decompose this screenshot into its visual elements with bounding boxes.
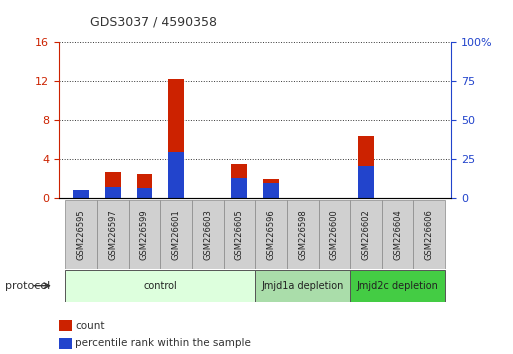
Bar xyxy=(319,200,350,269)
Bar xyxy=(97,200,129,269)
Text: protocol: protocol xyxy=(5,281,50,291)
Text: count: count xyxy=(75,321,105,331)
Text: GSM226602: GSM226602 xyxy=(362,209,370,260)
Text: Jmjd1a depletion: Jmjd1a depletion xyxy=(262,281,344,291)
Text: GSM226599: GSM226599 xyxy=(140,209,149,260)
Text: GSM226596: GSM226596 xyxy=(267,209,275,260)
Bar xyxy=(65,270,255,302)
Text: GSM226597: GSM226597 xyxy=(108,209,117,260)
Bar xyxy=(263,183,279,198)
Text: GSM226595: GSM226595 xyxy=(76,209,86,260)
Bar xyxy=(192,200,224,269)
Text: GSM226598: GSM226598 xyxy=(298,209,307,260)
Bar xyxy=(287,200,319,269)
Bar xyxy=(136,174,152,198)
Bar xyxy=(105,187,121,198)
Bar xyxy=(73,197,89,198)
Bar xyxy=(168,152,184,198)
Text: GSM226603: GSM226603 xyxy=(203,209,212,260)
Bar xyxy=(358,136,374,198)
Bar xyxy=(350,200,382,269)
Bar xyxy=(65,200,97,269)
Bar xyxy=(224,200,255,269)
Text: GSM226604: GSM226604 xyxy=(393,209,402,260)
Text: GSM226605: GSM226605 xyxy=(235,209,244,260)
Text: GSM226606: GSM226606 xyxy=(425,209,434,260)
Bar xyxy=(105,172,121,198)
Text: control: control xyxy=(144,281,177,291)
Bar xyxy=(255,270,350,302)
Text: GDS3037 / 4590358: GDS3037 / 4590358 xyxy=(90,16,218,29)
Bar xyxy=(358,166,374,198)
Bar xyxy=(59,320,72,331)
Bar xyxy=(350,270,445,302)
Text: GSM226600: GSM226600 xyxy=(330,209,339,260)
Bar xyxy=(382,200,413,269)
Bar xyxy=(255,200,287,269)
Bar xyxy=(136,188,152,198)
Bar xyxy=(160,200,192,269)
Bar xyxy=(59,338,72,349)
Text: GSM226601: GSM226601 xyxy=(171,209,181,260)
Bar xyxy=(413,200,445,269)
Bar xyxy=(263,179,279,198)
Bar xyxy=(231,178,247,198)
Text: percentile rank within the sample: percentile rank within the sample xyxy=(75,338,251,348)
Bar xyxy=(129,200,160,269)
Text: Jmjd2c depletion: Jmjd2c depletion xyxy=(357,281,439,291)
Bar xyxy=(168,80,184,198)
Bar xyxy=(73,190,89,198)
Bar xyxy=(231,164,247,198)
